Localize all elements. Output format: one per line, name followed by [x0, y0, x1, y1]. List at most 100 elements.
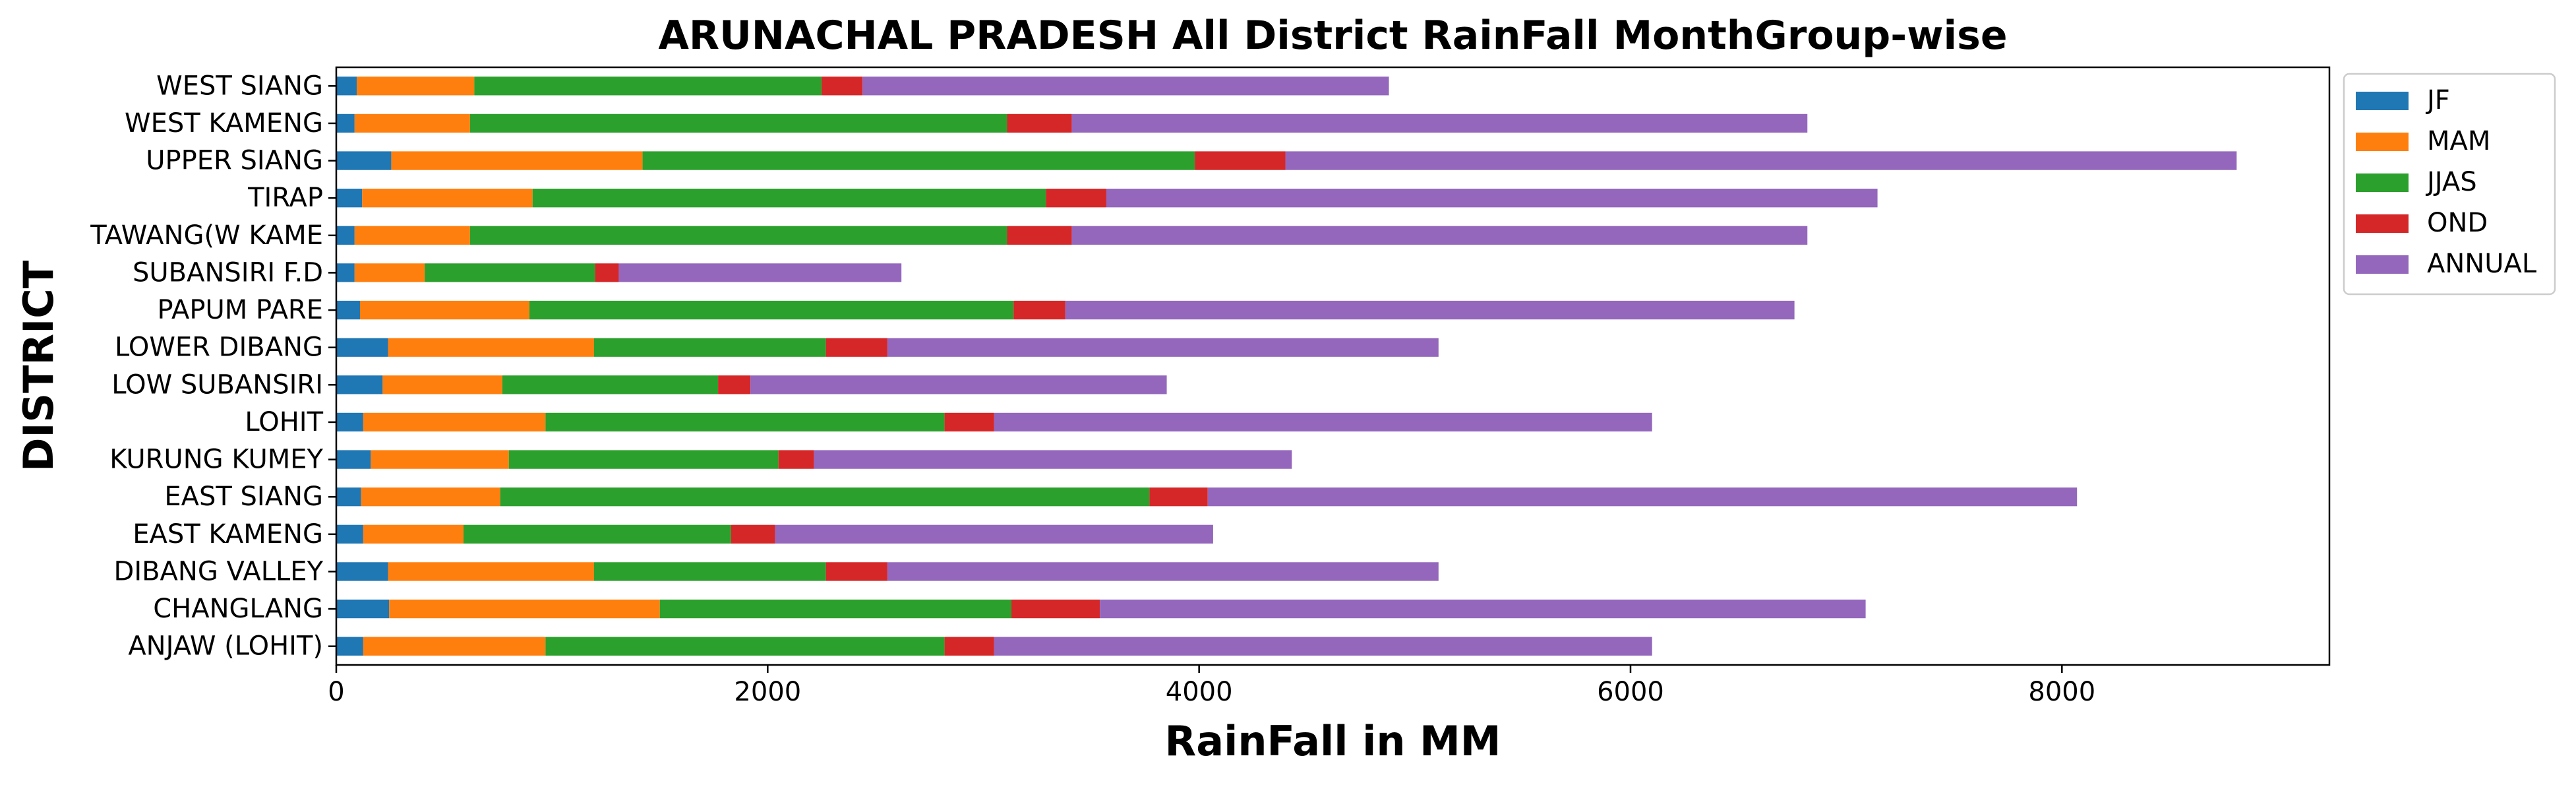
bar-jf-west-kameng — [336, 113, 355, 133]
bar-jjas-west-siang — [474, 77, 822, 96]
bar-jjas-lower-dibang — [593, 338, 826, 357]
bar-jjas-tawang-w-kame — [469, 226, 1007, 245]
bar-mam-east-siang — [361, 487, 500, 507]
bar-jjas-kurung-kumey — [508, 450, 779, 469]
bar-annual-low-subansiri — [750, 375, 1167, 394]
bar-ond-upper-siang — [1195, 151, 1286, 170]
bar-annual-subansiri-f-d — [618, 263, 902, 282]
bar-ond-east-siang — [1149, 487, 1208, 507]
bar-annual-tirap — [1106, 189, 1878, 208]
bar-jf-east-kameng — [336, 524, 363, 544]
bar-ond-anjaw-lohit — [944, 637, 994, 656]
bar-mam-kurung-kumey — [371, 450, 509, 469]
legend-label-mam: MAM — [2427, 126, 2490, 156]
bar-ond-low-subansiri — [718, 375, 751, 394]
bar-jf-east-siang — [336, 487, 361, 507]
bar-annual-lower-dibang — [887, 338, 1439, 357]
bar-annual-kurung-kumey — [814, 450, 1292, 469]
x-tick-label: 8000 — [2028, 677, 2095, 707]
bar-jf-west-siang — [336, 77, 357, 96]
bar-jjas-lohit — [545, 412, 945, 432]
x-tick-label: 0 — [328, 677, 344, 707]
bar-jf-upper-siang — [336, 151, 392, 170]
plot-area-frame — [335, 66, 2331, 666]
bar-annual-east-kameng — [775, 524, 1213, 544]
bar-ond-changlang — [1011, 599, 1100, 619]
bars-layer — [336, 77, 2237, 656]
y-axis-label: DISTRICT — [15, 261, 63, 472]
bar-jjas-west-kameng — [469, 113, 1007, 133]
bar-annual-upper-siang — [1285, 151, 2237, 170]
bar-jjas-east-kameng — [464, 524, 731, 544]
bar-annual-lohit — [994, 412, 1652, 432]
bar-jf-subansiri-f-d — [336, 263, 355, 282]
bar-mam-tirap — [362, 189, 533, 208]
bar-mam-lower-dibang — [388, 338, 594, 357]
legend-swatch-annual — [2356, 255, 2409, 274]
x-tick-label: 4000 — [1166, 677, 1233, 707]
y-tick-label: PAPUM PARE — [157, 295, 323, 325]
y-tick-label: LOW SUBANSIRI — [111, 369, 323, 400]
bar-mam-papum-pare — [359, 300, 529, 320]
bar-ond-west-siang — [822, 77, 863, 96]
bar-jjas-changlang — [659, 599, 1012, 619]
legend-label-annual: ANNUAL — [2427, 249, 2537, 279]
bar-mam-dibang-valley — [388, 562, 594, 581]
legend-swatch-ond — [2356, 214, 2409, 233]
bar-annual-papum-pare — [1065, 300, 1795, 320]
bar-ond-east-kameng — [731, 524, 775, 544]
bar-ond-papum-pare — [1013, 300, 1065, 320]
bar-jjas-anjaw-lohit — [545, 637, 945, 656]
bar-jf-dibang-valley — [336, 562, 388, 581]
y-tick-label: TIRAP — [247, 183, 323, 213]
bar-jf-kurung-kumey — [336, 450, 371, 469]
legend-swatch-jjas — [2356, 173, 2409, 192]
bar-ond-tirap — [1046, 189, 1106, 208]
y-tick-label: SUBANSIRI F.D — [133, 257, 323, 288]
bar-ond-kurung-kumey — [778, 450, 814, 469]
x-tick-label: 6000 — [1597, 677, 1664, 707]
bar-mam-changlang — [389, 599, 660, 619]
bar-annual-changlang — [1100, 599, 1866, 619]
x-tick-label: 2000 — [734, 677, 801, 707]
bar-jjas-dibang-valley — [593, 562, 826, 581]
bar-jjas-low-subansiri — [502, 375, 719, 394]
bar-annual-dibang-valley — [887, 562, 1439, 581]
bar-ond-lower-dibang — [825, 338, 887, 357]
y-tick-label: LOWER DIBANG — [115, 332, 323, 363]
bar-jf-tawang-w-kame — [336, 226, 355, 245]
bar-mam-low-subansiri — [382, 375, 502, 394]
bar-jf-lower-dibang — [336, 338, 388, 357]
bar-mam-tawang-w-kame — [354, 226, 470, 245]
legend-label-jjas: JJAS — [2425, 167, 2477, 197]
bar-jjas-papum-pare — [529, 300, 1014, 320]
bar-annual-east-siang — [1207, 487, 2078, 507]
y-tick-label: EAST KAMENG — [133, 519, 323, 550]
bar-mam-subansiri-f-d — [354, 263, 425, 282]
legend-label-jf: JF — [2425, 85, 2450, 115]
bar-annual-west-siang — [862, 77, 1389, 96]
bar-mam-west-kameng — [354, 113, 470, 133]
y-tick-label: KURUNG KUMEY — [109, 445, 323, 475]
bar-annual-anjaw-lohit — [994, 637, 1652, 656]
y-tick-label: UPPER SIANG — [146, 146, 323, 176]
bar-jjas-upper-siang — [642, 151, 1195, 170]
y-tick-label: DIBANG VALLEY — [114, 556, 324, 586]
bar-jf-tirap — [336, 189, 363, 208]
bar-jf-papum-pare — [336, 300, 360, 320]
bar-ond-dibang-valley — [825, 562, 887, 581]
bar-jf-low-subansiri — [336, 375, 383, 394]
bar-annual-west-kameng — [1071, 113, 1808, 133]
bar-annual-tawang-w-kame — [1071, 226, 1808, 245]
x-axis-ticks: 0 2000 4000 6000 8000 — [328, 665, 2095, 707]
legend-swatch-jf — [2356, 92, 2409, 110]
bar-jf-anjaw-lohit — [336, 637, 363, 656]
y-tick-label: ANJAW (LOHIT) — [128, 631, 323, 662]
x-axis-label: RainFall in MM — [1165, 717, 1501, 765]
y-tick-label: EAST SIANG — [164, 482, 323, 512]
legend: JF MAM JJAS OND ANNUAL — [2343, 73, 2556, 296]
legend-swatch-mam — [2356, 133, 2409, 151]
legend-frame — [2343, 73, 2556, 296]
bar-mam-upper-siang — [391, 151, 643, 170]
